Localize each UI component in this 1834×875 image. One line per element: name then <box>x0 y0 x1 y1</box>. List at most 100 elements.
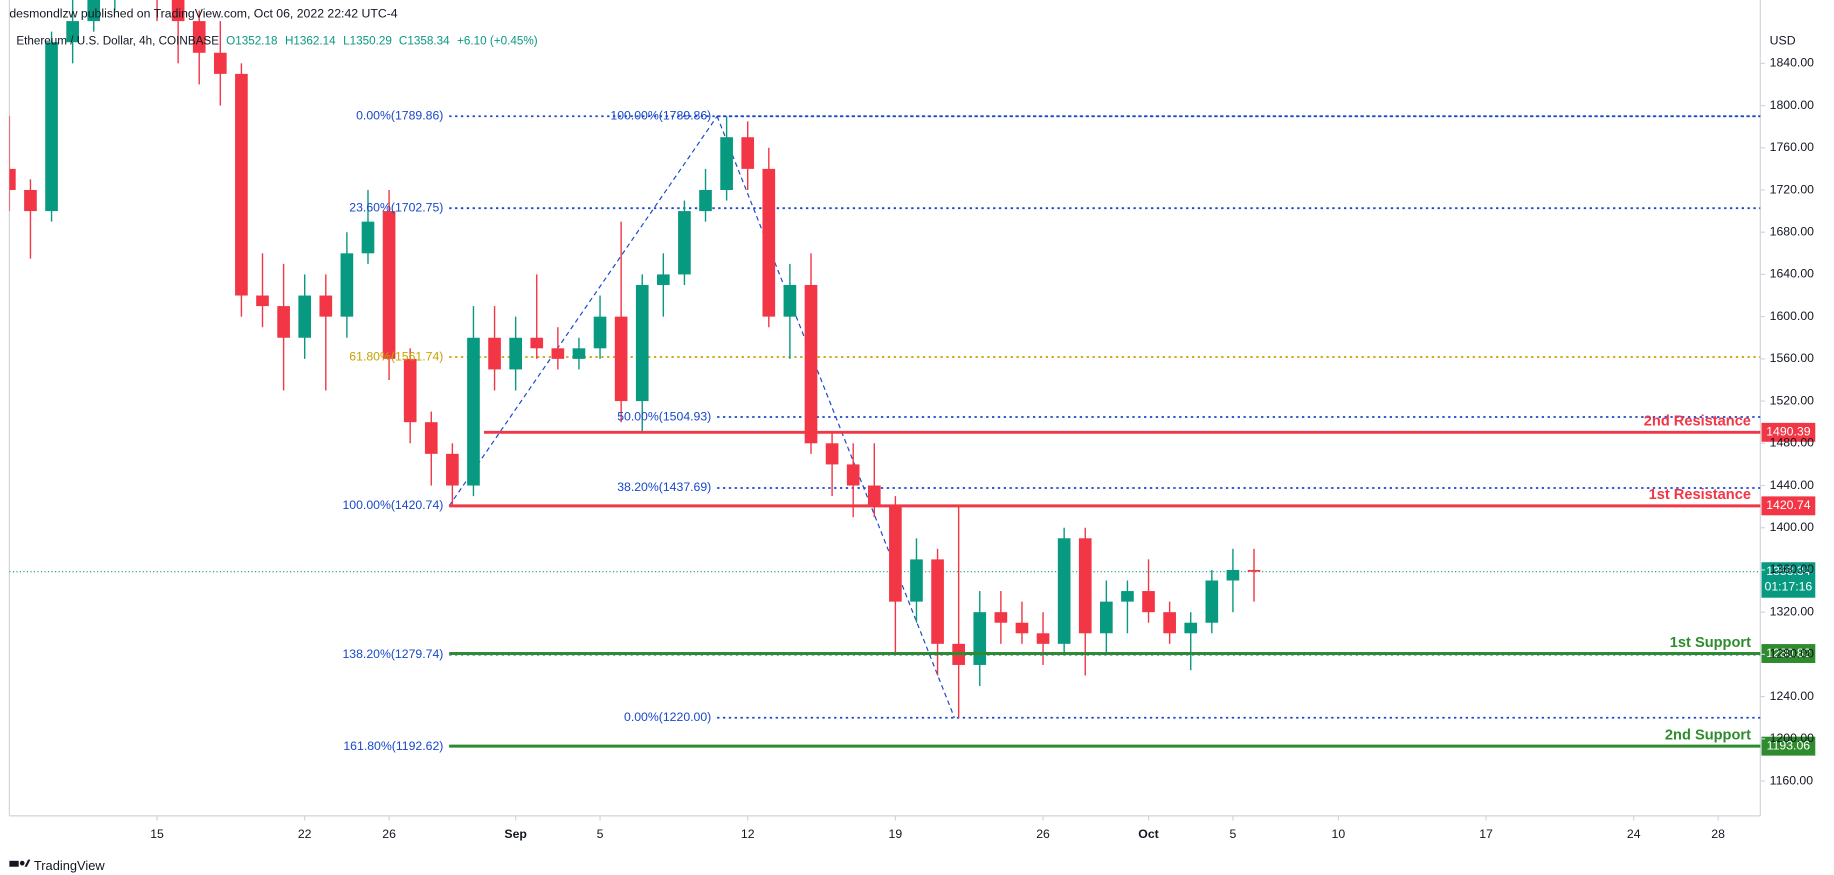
candle-body <box>931 559 944 644</box>
candle-body <box>1184 622 1198 634</box>
candle-body <box>382 211 396 359</box>
x-tick-label: 24 <box>1627 827 1641 841</box>
y-tick-label: 1800.00 <box>1770 98 1814 112</box>
candle-body <box>66 21 79 43</box>
candle-body <box>867 485 881 507</box>
candle-body <box>277 306 290 338</box>
candle-body <box>741 137 755 169</box>
x-tick-label: 26 <box>382 827 396 841</box>
candle-body <box>235 73 248 296</box>
quote-value: L1350.29 <box>343 34 392 47</box>
candle-body <box>783 284 797 317</box>
y-tick-label: 1160.00 <box>1770 773 1814 787</box>
x-tick-label: 5 <box>1230 827 1237 841</box>
level-badge-label: 1420.74 <box>1766 498 1810 512</box>
y-tick-label: 1280.00 <box>1770 647 1814 661</box>
y-tick-label: 1200.00 <box>1770 731 1814 745</box>
candle-body <box>1226 569 1240 581</box>
candle-body <box>424 422 438 454</box>
candle-body <box>446 453 459 486</box>
x-tick-label: 5 <box>597 827 604 841</box>
candle-body <box>762 168 776 317</box>
level-badge-label: 1193.06 <box>1767 738 1811 752</box>
fib-level-label: 23.60%(1702.75) <box>349 200 443 214</box>
publish-header: desmondlzw published on TradingView.com,… <box>9 6 397 20</box>
level-name: 2nd Support <box>1665 727 1751 743</box>
candle-body <box>720 137 733 190</box>
y-tick-label: 1520.00 <box>1770 393 1814 407</box>
plot-area <box>9 0 1761 748</box>
level-name: 2nd Resistance <box>1644 414 1751 430</box>
fib-trend-line <box>448 115 718 507</box>
fib-level-label: 138.20%(1279.74) <box>342 647 443 661</box>
x-tick-label: 26 <box>1036 827 1050 841</box>
candle-body <box>973 612 987 665</box>
y-tick-label: 1240.00 <box>1770 689 1814 703</box>
level-name: 1st Support <box>1670 635 1751 651</box>
candle-body <box>361 221 375 254</box>
y-tick-label: 1320.00 <box>1770 604 1814 618</box>
level-name: 1st Resistance <box>1649 487 1751 503</box>
candle-body <box>1078 538 1092 634</box>
quote-value: +6.10 (+0.45%) <box>457 34 538 47</box>
level-badge-label: 1490.39 <box>1766 425 1810 439</box>
x-tick-label: Sep <box>504 827 527 841</box>
candle-body <box>87 0 101 22</box>
candle-body <box>340 253 354 317</box>
candle-body <box>1142 591 1155 613</box>
candle-body <box>1205 580 1219 623</box>
y-tick-label: 1680.00 <box>1770 224 1814 238</box>
candle-body <box>593 316 607 349</box>
y-tick-label: 1440.00 <box>1770 478 1814 492</box>
x-tick-label: 28 <box>1711 827 1725 841</box>
candle-body <box>1163 612 1176 634</box>
fib-level-label: 61.80%(1561.74) <box>349 349 443 363</box>
candle-body <box>467 337 480 486</box>
candle-body <box>1015 622 1029 634</box>
level-badge <box>1761 736 1816 756</box>
candle-body <box>994 612 1008 623</box>
candle-body <box>488 337 501 370</box>
fib-level-label: 0.00%(1220.00) <box>624 710 711 724</box>
x-tick-label: 19 <box>889 827 903 841</box>
level-badge-label: 1280.82 <box>1766 646 1810 660</box>
overlay: 0.00%(1789.86) 23.60%(1702.75) 61.80%(1561… <box>342 108 1816 756</box>
last-price-label: 1358.34 <box>1766 564 1810 578</box>
candle-body <box>509 337 522 370</box>
candle-body <box>1057 538 1071 644</box>
x-tick-label: 15 <box>150 827 164 841</box>
level-badge <box>1761 496 1816 516</box>
candle-body <box>1036 633 1050 644</box>
y-tick-label: 1560.00 <box>1770 351 1814 365</box>
fib-level-label: 0.00%(1789.86) <box>356 108 443 122</box>
last-price-badge <box>1761 562 1816 598</box>
candle-body <box>572 348 586 359</box>
fib-trend-line <box>716 116 955 718</box>
candle-body <box>1247 569 1261 572</box>
y-tick-label: 1600.00 <box>1770 309 1814 323</box>
y-tick-label: 1400.00 <box>1770 520 1814 534</box>
brand-logo <box>9 859 31 867</box>
quote-value: C1358.34 <box>399 34 450 47</box>
candle-body <box>1100 601 1113 634</box>
x-tick-label: 10 <box>1332 827 1346 841</box>
countdown-label: 01:17:16 <box>1765 579 1813 593</box>
fib-level-label: 161.80%(1192.62) <box>343 739 443 753</box>
brand-name: TradingView <box>34 858 105 873</box>
candle-body <box>804 284 818 444</box>
currency-label: USD <box>1770 34 1796 48</box>
candle-body <box>319 295 333 317</box>
candle-body <box>403 358 417 423</box>
fib-level-label: 100.00%(1420.74) <box>342 498 443 512</box>
candle-body <box>889 506 902 602</box>
candle-body <box>192 21 206 53</box>
x-tick-label: Oct <box>1138 827 1158 841</box>
fib-level-label: 50.00%(1504.93) <box>617 409 711 423</box>
symbol-title: Ethereum / U.S. Dollar, 4h, COINBASE <box>16 34 219 47</box>
quote-value: H1362.14 <box>285 34 336 47</box>
fib-level-label: 38.20%(1437.69) <box>617 480 711 494</box>
quote-value: O1352.18 <box>226 34 278 47</box>
candle-body <box>171 0 185 22</box>
